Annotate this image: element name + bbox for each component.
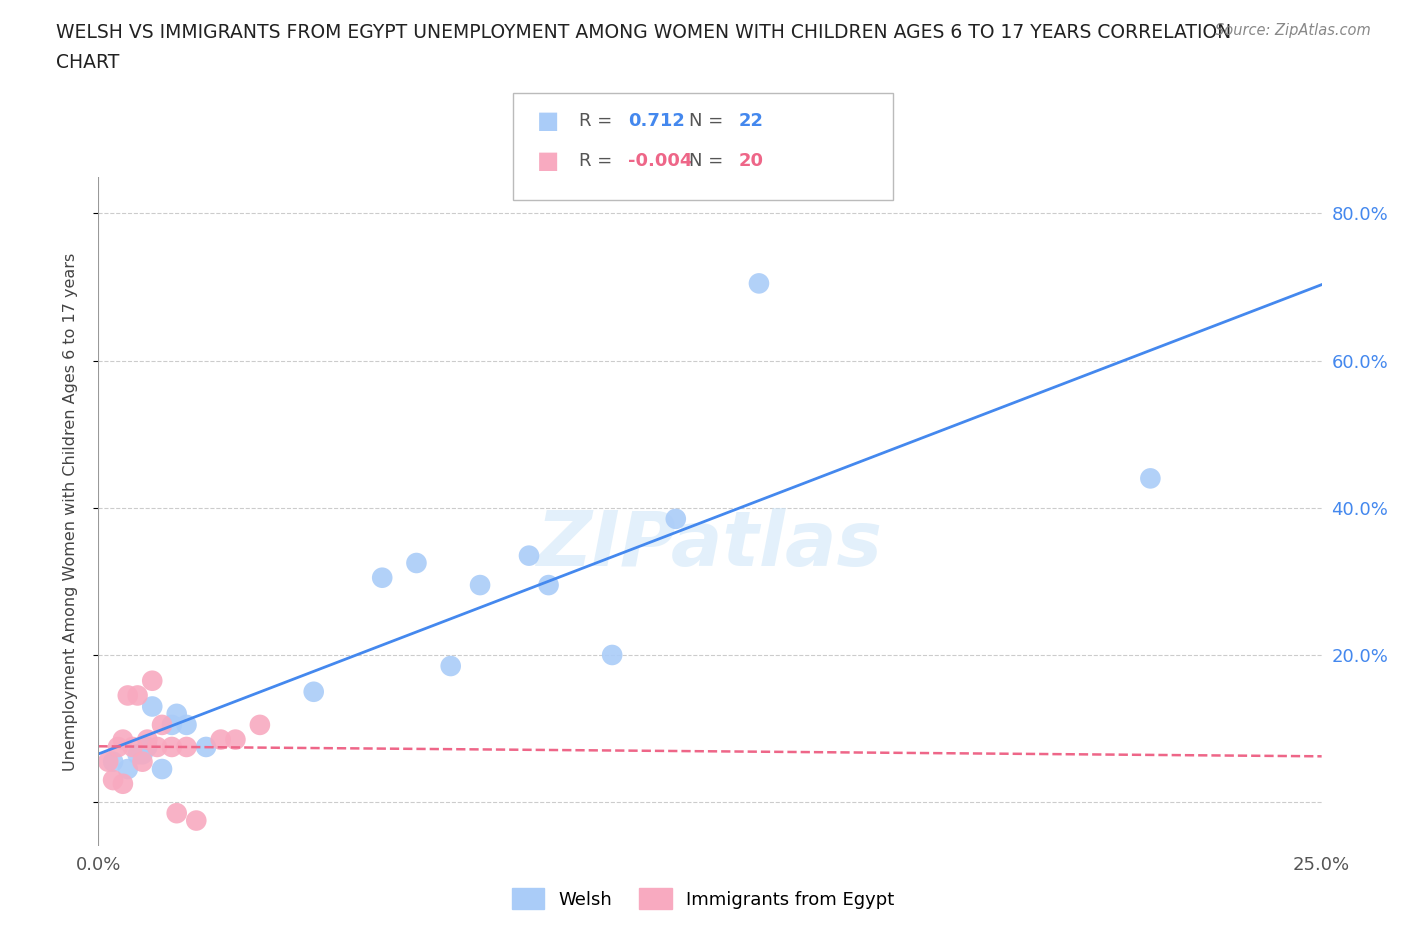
Point (249, 717, 271, 732)
Text: R =: R = (579, 112, 619, 130)
Point (160, 717, 183, 732)
Point (748, 276, 770, 291)
Point (131, 747, 153, 762)
Text: 20: 20 (738, 152, 763, 170)
Point (127, 747, 149, 762)
Point (517, 548, 540, 563)
Point (107, 739, 129, 754)
Point (141, 673, 163, 688)
Text: WELSH VS IMMIGRANTS FROM EGYPT UNEMPLOYMENT AMONG WOMEN WITH CHILDREN AGES 6 TO : WELSH VS IMMIGRANTS FROM EGYPT UNEMPLOYM… (56, 23, 1232, 42)
Point (186, 813, 208, 828)
Point (117, 762, 139, 777)
Point (468, 578, 491, 592)
Point (166, 707, 188, 722)
Point (224, 732, 246, 747)
Point (537, 578, 560, 592)
Point (117, 688, 139, 703)
Point (371, 570, 394, 585)
Text: 0.712: 0.712 (628, 112, 685, 130)
Point (176, 739, 198, 754)
Point (160, 739, 183, 754)
Text: R =: R = (579, 152, 619, 170)
Text: 22: 22 (738, 112, 763, 130)
Y-axis label: Unemployment Among Women with Children Ages 6 to 17 years: Unemployment Among Women with Children A… (63, 252, 77, 771)
Text: N =: N = (689, 152, 728, 170)
Point (127, 688, 149, 703)
Point (209, 732, 232, 747)
Point (101, 773, 124, 788)
Point (440, 658, 463, 673)
Point (97, 754, 120, 769)
Text: Source: ZipAtlas.com: Source: ZipAtlas.com (1215, 23, 1371, 38)
Point (665, 512, 688, 526)
Point (150, 762, 173, 777)
Point (1139, 471, 1161, 485)
Point (600, 647, 623, 662)
Text: ■: ■ (537, 109, 560, 133)
Point (150, 717, 173, 732)
Point (302, 684, 325, 699)
Text: ■: ■ (537, 149, 560, 173)
Point (111, 732, 134, 747)
Point (136, 739, 159, 754)
Text: -0.004: -0.004 (628, 152, 693, 170)
Legend: Welsh, Immigrants from Egypt: Welsh, Immigrants from Egypt (505, 881, 901, 916)
Point (136, 732, 159, 747)
Point (146, 739, 169, 754)
Point (195, 739, 218, 754)
Point (101, 754, 124, 769)
Text: N =: N = (689, 112, 728, 130)
Text: CHART: CHART (56, 53, 120, 72)
Point (131, 754, 153, 769)
Point (111, 777, 134, 791)
Point (176, 717, 198, 732)
Text: ZIPatlas: ZIPatlas (537, 508, 883, 582)
Point (405, 555, 427, 570)
Point (121, 739, 143, 754)
Point (141, 699, 163, 714)
Point (166, 805, 188, 820)
